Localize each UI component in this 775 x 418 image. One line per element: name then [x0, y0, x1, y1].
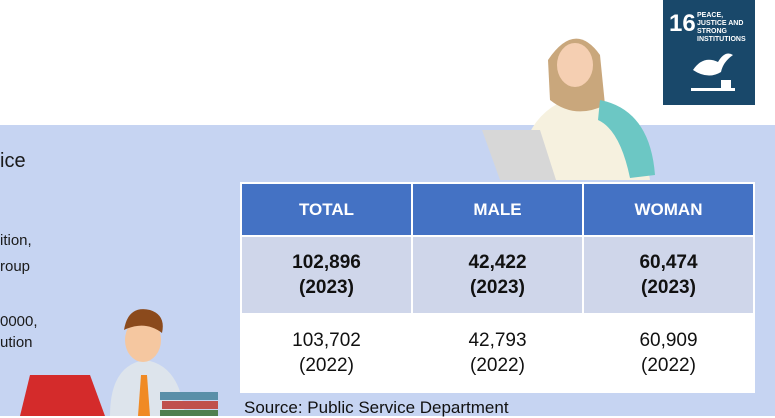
cell-year: (2023) [413, 275, 582, 300]
cell-year: (2022) [584, 353, 753, 378]
table-cell: 103,702(2022) [241, 314, 412, 392]
table-row: 102,896(2023)42,422(2023)60,474(2023) [241, 236, 754, 314]
cell-year: (2023) [584, 275, 753, 300]
page: {"left_text": {"line1": "ice", "line2": … [0, 0, 775, 416]
cell-year: (2022) [413, 353, 582, 378]
sdg-badge: 16 PEACE, JUSTICE AND STRONG INSTITUTION… [663, 0, 755, 105]
cell-value: 60,474 [584, 250, 753, 275]
cell-year: (2022) [242, 353, 411, 378]
table-cell: 102,896(2023) [241, 236, 412, 314]
cell-year: (2023) [242, 275, 411, 300]
man-illustration [20, 309, 218, 416]
table-cell: 60,909(2022) [583, 314, 754, 392]
cell-value: 103,702 [242, 328, 411, 353]
table-cell: 60,474(2023) [583, 236, 754, 314]
column-header: WOMAN [583, 183, 754, 236]
column-header: MALE [412, 183, 583, 236]
table-row: 103,702(2022)42,793(2022)60,909(2022) [241, 314, 754, 392]
source-note: Source: Public Service Department [244, 398, 509, 418]
woman-illustration [482, 39, 655, 180]
sdg-icon [663, 0, 755, 105]
column-header: TOTAL [241, 183, 412, 236]
cell-value: 42,422 [413, 250, 582, 275]
table-cell: 42,793(2022) [412, 314, 583, 392]
cell-value: 42,793 [413, 328, 582, 353]
cell-value: 102,896 [242, 250, 411, 275]
cell-value: 60,909 [584, 328, 753, 353]
table-cell: 42,422(2023) [412, 236, 583, 314]
